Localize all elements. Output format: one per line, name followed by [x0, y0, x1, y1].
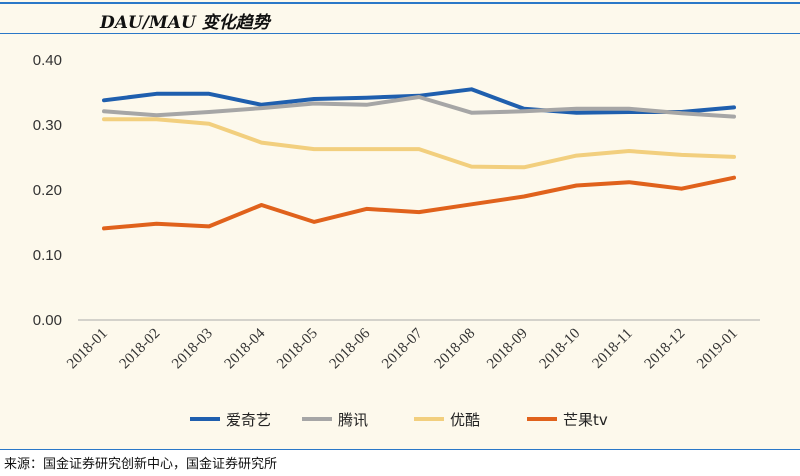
series-line-1	[102, 95, 736, 119]
y-tick-label: 0.40	[33, 52, 62, 69]
x-tick-label: 2018-09	[484, 326, 531, 373]
x-tick-label: 2019-01	[694, 326, 741, 373]
y-axis-ticks: 0.00 0.10 0.20 0.30 0.40	[33, 52, 62, 329]
y-tick-label: 0.30	[33, 117, 62, 134]
legend-label: 腾讯	[338, 411, 368, 429]
x-tick-label: 2018-05	[274, 326, 321, 373]
x-tick-label: 2018-06	[327, 325, 374, 372]
title-rule	[0, 2, 800, 4]
x-tick-label: 2018-11	[590, 326, 636, 372]
chart-title: DAU/MAU 变化趋势	[100, 13, 270, 33]
y-tick-label: 0.10	[33, 247, 62, 264]
series-line-3	[102, 175, 736, 231]
y-tick-label: 0.20	[33, 182, 62, 199]
legend-label: 爱奇艺	[226, 411, 271, 429]
x-tick-label: 2018-08	[432, 326, 479, 373]
series-line-2	[102, 117, 736, 170]
legend-label: 芒果tv	[563, 411, 608, 429]
chart-legend: 爱奇艺 腾讯 优酷 芒果tv	[190, 411, 608, 429]
legend-label: 优酷	[450, 411, 480, 429]
x-tick-label: 2018-10	[537, 326, 584, 373]
bottom-rule	[0, 449, 800, 450]
x-tick-label: 2018-02	[117, 326, 164, 373]
y-tick-label: 0.00	[33, 312, 62, 329]
series-lines	[102, 87, 736, 231]
title-underline	[0, 33, 800, 34]
x-tick-label: 2018-04	[222, 325, 269, 372]
x-axis-ticks: 2018-01 2018-02 2018-03 2018-04 2018-05 2018-…	[64, 325, 741, 372]
x-tick-label: 2018-12	[642, 326, 689, 373]
line-chart: 0.000.100.200.300.40 2018-01 2018-02 2018-…	[33, 52, 760, 429]
x-tick-label: 2018-03	[169, 326, 216, 373]
x-tick-label: 2018-01	[64, 326, 111, 373]
source-note: 来源：国金证券研究创新中心，国金证券研究所	[4, 457, 278, 472]
x-tick-label: 2018-07	[379, 325, 426, 372]
